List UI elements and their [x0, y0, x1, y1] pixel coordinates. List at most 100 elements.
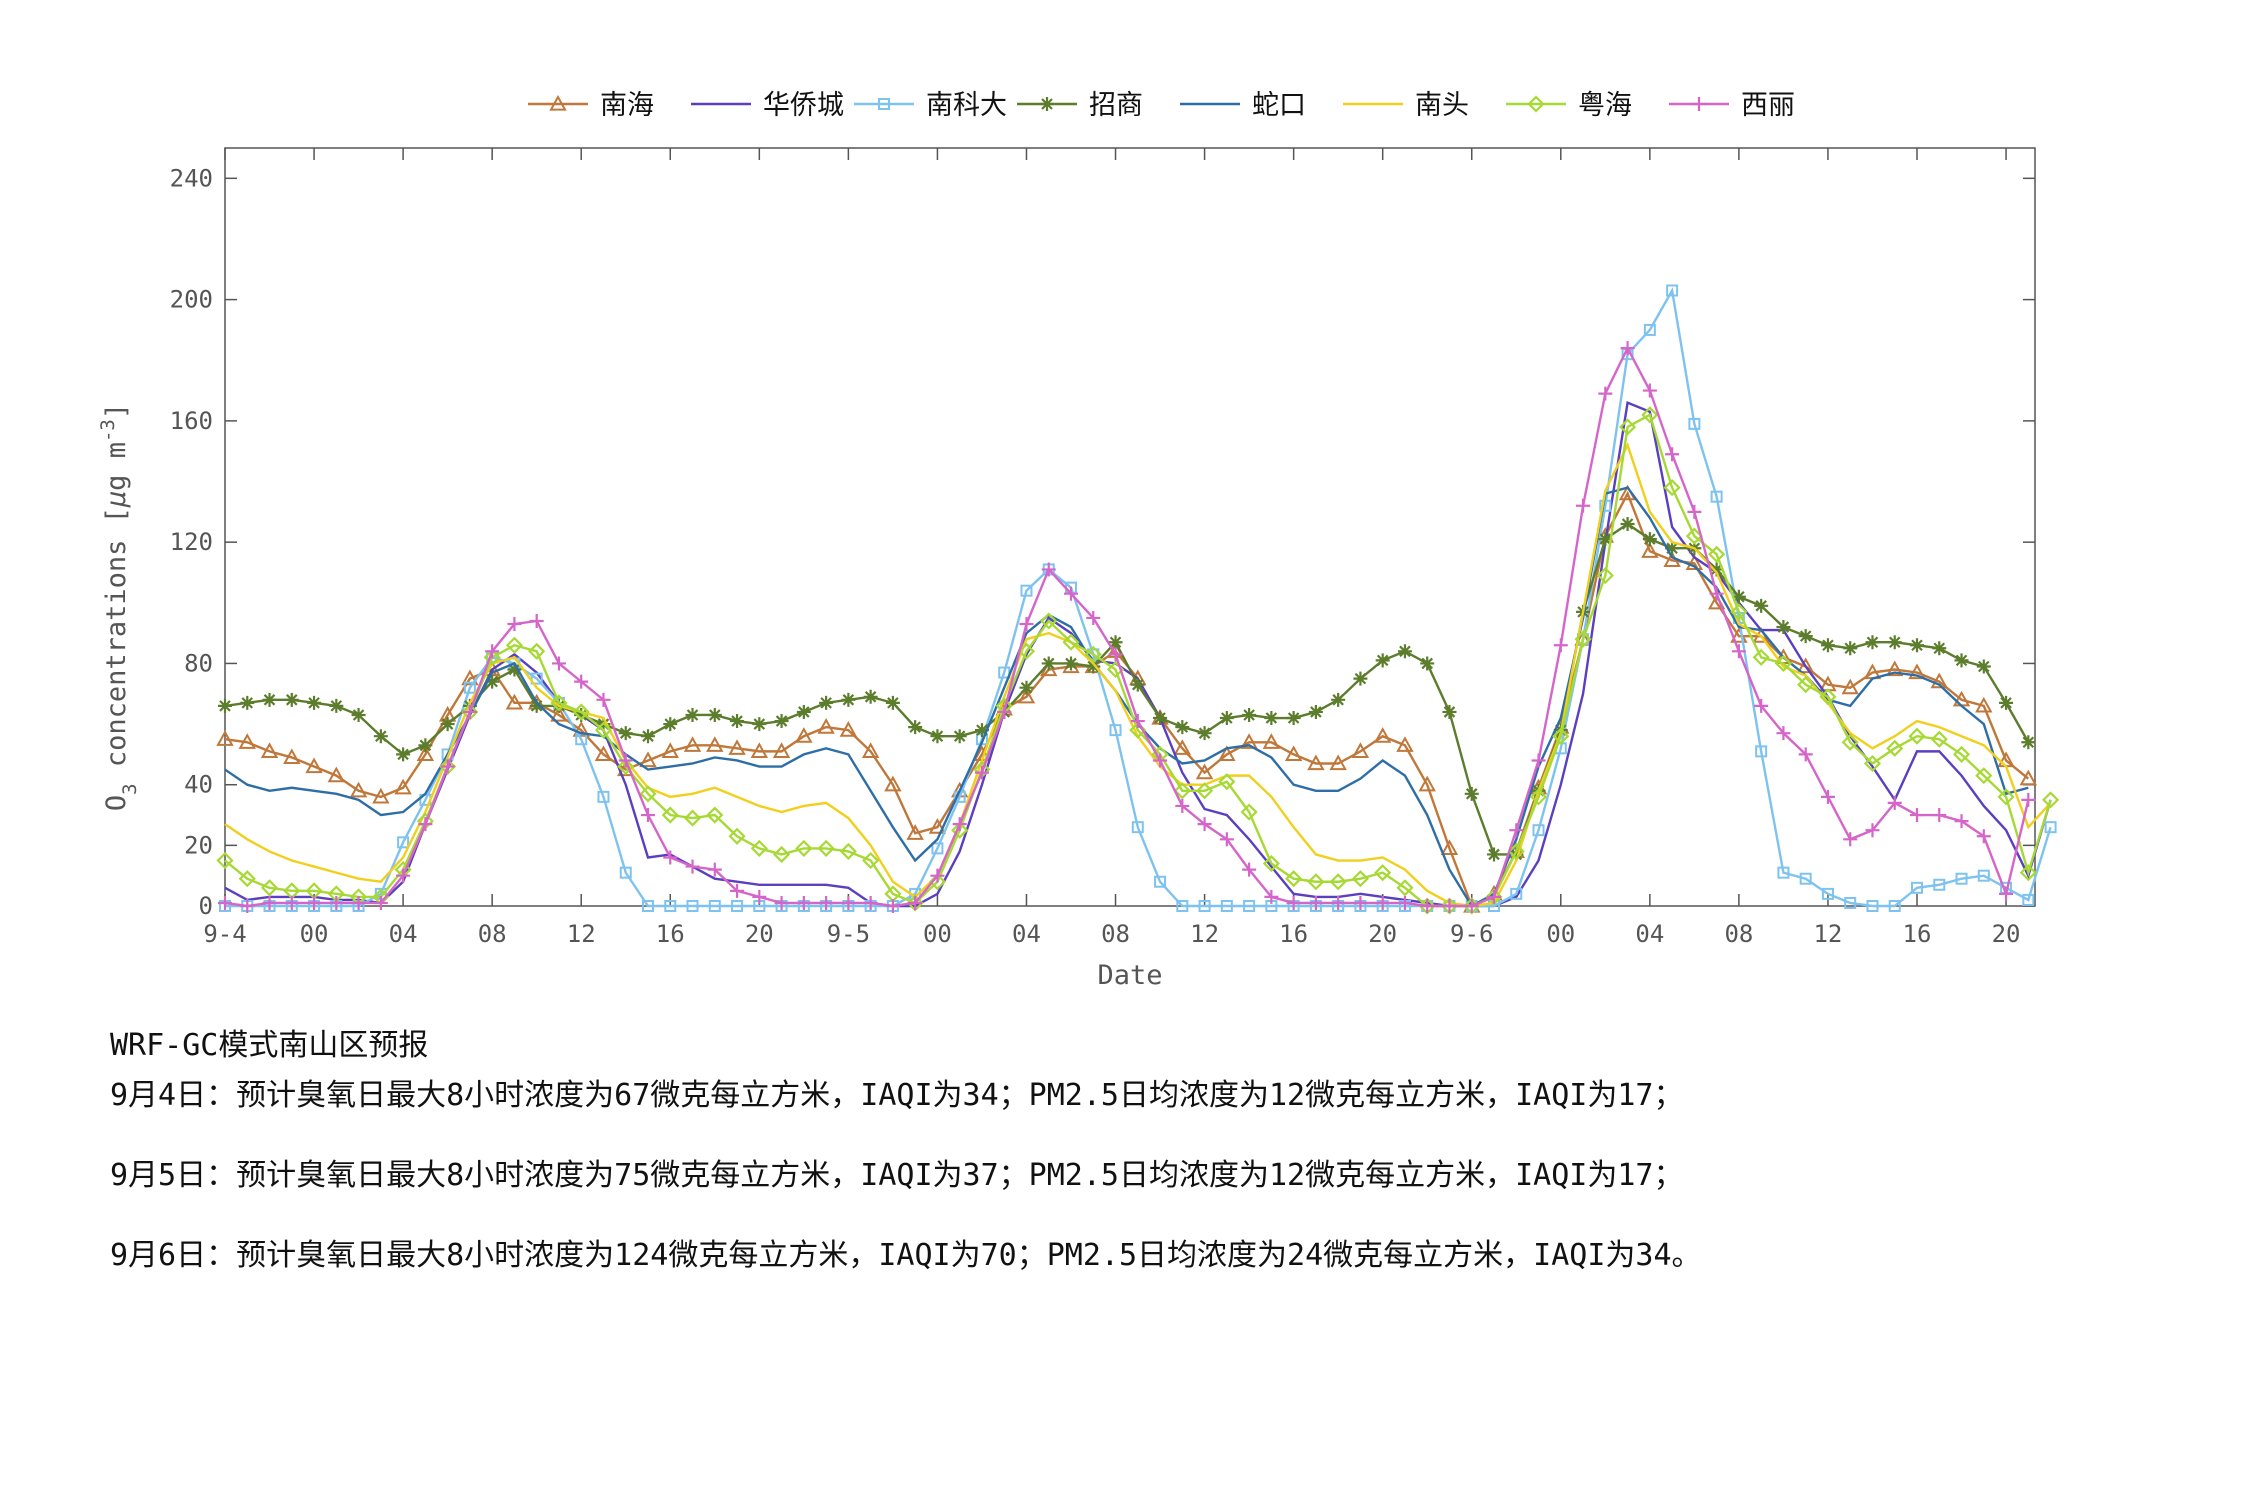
data-point	[1418, 775, 1436, 792]
data-point	[1329, 873, 1347, 891]
data-point	[505, 636, 523, 654]
data-point	[1663, 479, 1681, 497]
data-point	[1642, 532, 1657, 547]
data-point	[1017, 687, 1036, 704]
data-point	[1285, 870, 1303, 888]
data-point	[1351, 870, 1369, 888]
data-point	[2019, 769, 2038, 786]
data-point	[661, 806, 679, 824]
legend-item: 蛇口	[1180, 90, 1306, 121]
data-point	[1687, 504, 1702, 519]
data-point	[1865, 823, 1880, 838]
legend-label: 招商	[1089, 90, 1143, 121]
data-point	[1598, 386, 1613, 401]
data-point	[329, 698, 344, 713]
data-point	[885, 899, 900, 913]
data-point	[908, 895, 923, 910]
data-point	[373, 729, 388, 744]
data-point	[661, 742, 679, 758]
data-point	[528, 642, 546, 660]
data-point	[440, 759, 455, 774]
series-4	[224, 486, 2029, 908]
forecast-heading: WRF-GC模式南山区预报	[110, 1028, 429, 1063]
data-point	[1777, 866, 1790, 879]
x-axis: 9-4 00 04 08 12 16 20 9-5 00 04 08 12 16 20 9-6 00 04 08 1…	[203, 148, 2021, 948]
data-point	[529, 698, 544, 713]
data-point	[1865, 635, 1880, 650]
data-point	[305, 757, 323, 774]
data-point	[283, 748, 301, 765]
data-point	[1240, 803, 1258, 821]
chart-legend: 南海 华侨城 南科大 招商 蛇口 南头 粤海 西丽	[528, 90, 1795, 121]
data-point	[1040, 97, 1054, 111]
data-point	[1284, 745, 1303, 761]
series-7	[218, 341, 2036, 913]
data-point	[1930, 730, 1948, 748]
data-point	[596, 692, 611, 707]
data-point	[572, 721, 590, 737]
data-point	[1509, 847, 1524, 862]
data-point	[1220, 900, 1233, 912]
data-point	[1843, 641, 1858, 656]
data-point	[1574, 630, 1592, 648]
data-point	[1708, 545, 1726, 563]
data-point	[1799, 872, 1812, 885]
data-point	[841, 692, 856, 707]
legend-label: 华侨城	[763, 90, 844, 121]
forecast-text: WRF-GC模式南山区预报 9月4日：预计臭氧日最大8小时浓度为67微克每立方米…	[110, 1020, 2210, 1310]
data-point	[1820, 789, 1835, 804]
data-point	[1710, 490, 1723, 503]
data-point	[418, 738, 433, 753]
data-point	[1666, 284, 1679, 297]
data-point	[216, 730, 234, 746]
data-point	[1509, 823, 1524, 838]
data-point	[329, 895, 344, 910]
y-tick-label: 40	[184, 771, 213, 799]
data-point	[1754, 598, 1769, 613]
legend-label: 西丽	[1741, 90, 1795, 121]
data-point	[1243, 900, 1256, 912]
data-point	[240, 899, 255, 913]
data-point	[1041, 656, 1056, 671]
data-point	[1911, 881, 1924, 894]
data-point	[707, 862, 722, 877]
series-layer	[216, 284, 2060, 915]
data-point	[2042, 791, 2060, 809]
data-point	[1264, 711, 1279, 726]
x-tick-label: 20	[745, 920, 774, 948]
data-point	[1084, 645, 1102, 663]
data-point	[1887, 635, 1902, 650]
data-point	[1242, 707, 1257, 722]
legend-label: 粤海	[1578, 90, 1632, 121]
data-point	[1641, 406, 1659, 424]
data-point	[728, 739, 746, 755]
y-tick-label: 120	[170, 528, 213, 556]
data-point	[373, 895, 388, 910]
data-point	[1685, 554, 1704, 570]
legend-label: 南海	[600, 90, 654, 121]
y-tick-label: 20	[184, 831, 213, 859]
y-tick-label: 0	[199, 892, 213, 920]
data-point	[1527, 95, 1545, 113]
data-point	[262, 895, 277, 910]
data-point	[1709, 586, 1724, 601]
data-point	[795, 839, 813, 857]
data-point	[1373, 727, 1392, 743]
data-point	[1130, 714, 1145, 729]
data-point	[2021, 792, 2036, 807]
data-point	[817, 839, 835, 857]
data-point	[1019, 680, 1034, 695]
legend-item: 粤海	[1506, 90, 1632, 121]
legend-item: 招商	[1017, 90, 1143, 121]
data-point	[1397, 644, 1412, 659]
data-point	[394, 778, 412, 795]
y-tick-label: 160	[170, 407, 213, 435]
y-tick-label: 240	[170, 164, 213, 192]
data-point	[218, 698, 232, 713]
data-point	[1219, 832, 1234, 847]
data-point	[238, 733, 256, 749]
data-point	[974, 765, 989, 780]
data-point	[928, 873, 946, 891]
x-tick-label: 08	[1724, 920, 1753, 948]
data-point	[440, 717, 455, 732]
